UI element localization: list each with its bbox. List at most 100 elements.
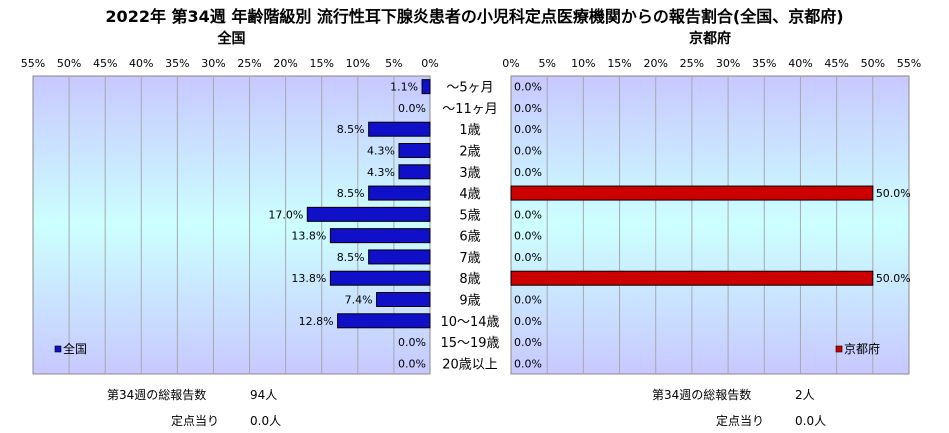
kyoto-data-label: 0.0% [514,336,542,349]
kyoto-tick-label: 25% [680,57,704,70]
category-label: 4歳 [459,187,480,202]
zenkoku-tick-label: 55% [21,57,45,70]
zenkoku-tick-label: 30% [201,57,225,70]
kyoto-bar [510,270,874,286]
zenkoku-legend-label: 全国 [63,341,87,356]
kyoto-tick-label: 20% [644,57,668,70]
zenkoku-bar [329,270,431,286]
zenkoku-data-label: 0.0% [398,102,426,115]
kyoto-data-label: 0.0% [514,102,542,115]
zenkoku-data-label: 0.0% [398,357,426,370]
kyoto-total-label: 第34週の総報告数 [652,388,752,402]
kyoto-data-label: 50.0% [876,272,911,285]
category-labels: ～5ヶ月 ～11ヶ月 1歳 2歳 3歳 4歳 5歳 6歳 7歳 8歳 9歳 10～14歳 15～19歳 2… [440,81,499,373]
category-label: 1歳 [459,123,480,138]
kyoto-data-label: 0.0% [514,315,542,328]
zenkoku-total-label: 第34週の総報告数 [107,388,207,402]
kyoto-tick-label: 55% [897,57,921,70]
zenkoku-bar [306,206,431,222]
zenkoku-data-label: 4.3% [367,166,395,179]
kyoto-panel-title: 京都府 [689,30,731,47]
zenkoku-bar [368,249,431,265]
category-label: 3歳 [459,166,480,181]
zenkoku-data-label: 13.8% [291,272,326,285]
kyoto-data-label: 0.0% [514,208,542,221]
zenkoku-bar [368,185,431,201]
kyoto-data-label: 0.0% [514,81,542,94]
category-label: 15～19歳 [440,336,499,351]
zenkoku-tick-label: 50% [57,57,81,70]
kyoto-data-label: 0.0% [514,357,542,370]
kyoto-tick-label: 30% [716,57,740,70]
zenkoku-tick-label: 20% [273,57,297,70]
kyoto-data-label: 0.0% [514,145,542,158]
zenkoku-bar [376,292,431,307]
category-label: 10～14歳 [440,315,499,330]
zenkoku-data-label: 8.5% [337,123,365,136]
kyoto-tick-label: 15% [607,57,631,70]
zenkoku-per-label: 定点当り [171,414,220,428]
kyoto-bar [510,185,874,201]
kyoto-plot-area [510,75,910,375]
zenkoku-data-label: 13.8% [291,230,326,243]
zenkoku-bar [398,164,431,180]
zenkoku-total-value: 94人 [250,388,278,402]
kyoto-tick-label: 35% [752,57,776,70]
zenkoku-tick-label: 5% [385,57,402,70]
zenkoku-bar [368,121,431,137]
zenkoku-panel-title: 全国 [217,30,246,47]
category-label: 20歳以上 [442,357,498,372]
category-label: 7歳 [459,251,480,266]
kyoto-data-label: 50.0% [876,187,911,200]
zenkoku-legend-swatch [54,345,62,353]
category-label: 9歳 [459,294,480,309]
zenkoku-tick-label: 40% [129,57,153,70]
kyoto-data-label: 0.0% [514,251,542,264]
kyoto-data-label: 0.0% [514,230,542,243]
category-label: ～11ヶ月 [442,102,498,117]
category-label: ～5ヶ月 [446,81,493,96]
zenkoku-bar [337,313,431,329]
kyoto-per-value: 0.0人 [795,414,827,428]
kyoto-legend-swatch [835,345,843,353]
category-label: 2歳 [459,145,480,160]
zenkoku-data-label: 4.3% [367,145,395,158]
kyoto-data-label: 0.0% [514,294,542,307]
zenkoku-tick-label: 15% [310,57,334,70]
category-label: 8歳 [459,272,480,287]
kyoto-tick-label: 0% [502,57,519,70]
kyoto-tick-label: 45% [824,57,848,70]
kyoto-tick-label: 5% [538,57,555,70]
kyoto-data-label: 0.0% [514,123,542,136]
zenkoku-bar [329,228,431,244]
zenkoku-data-label: 0.0% [398,336,426,349]
kyoto-legend-label: 京都府 [844,341,880,356]
zenkoku-per-value: 0.0人 [250,414,282,428]
zenkoku-tick-label: 35% [165,57,189,70]
chart-title: 2022年 第34週 年齢階級別 流行性耳下腺炎患者の小児科定点医療機関からの報… [105,7,844,26]
zenkoku-tick-label: 25% [237,57,261,70]
zenkoku-data-label: 8.5% [337,251,365,264]
zenkoku-bar [398,143,431,158]
zenkoku-data-label: 17.0% [268,208,303,221]
category-label: 6歳 [459,230,480,245]
kyoto-data-label: 0.0% [514,166,542,179]
zenkoku-data-label: 8.5% [337,187,365,200]
kyoto-per-label: 定点当り [716,414,765,428]
zenkoku-tick-label: 0% [421,57,438,70]
kyoto-tick-label: 50% [861,57,885,70]
zenkoku-tick-label: 45% [93,57,117,70]
kyoto-total-value: 2人 [795,388,815,402]
zenkoku-plot-area [32,75,431,375]
category-label: 5歳 [459,208,480,223]
zenkoku-bar [421,79,431,95]
zenkoku-tick-label: 10% [346,57,370,70]
right-chart-kyoto: 京都府 0% 5% 10% 15% 20% 25% 30% 35% 40% 45% 50% 55% 0.0… [502,30,921,375]
kyoto-tick-label: 40% [788,57,812,70]
zenkoku-data-label: 7.4% [345,294,373,307]
zenkoku-data-label: 1.1% [390,81,418,94]
kyoto-tick-label: 10% [571,57,595,70]
left-chart-zenkoku: 全国 0% 5% 10% 15% 20% 25% 30% 35% 40% 45% 50% 55% 1.1%… [21,30,439,375]
zenkoku-data-label: 12.8% [299,315,334,328]
